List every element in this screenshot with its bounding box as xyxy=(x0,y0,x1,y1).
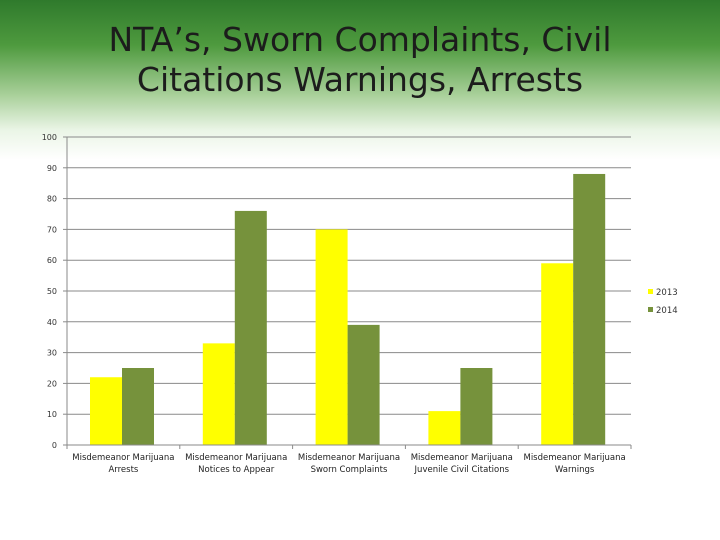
y-tick-label: 30 xyxy=(47,349,57,358)
y-tick-label: 90 xyxy=(47,164,57,173)
bar-2014-4 xyxy=(573,173,606,445)
x-category-label-line: Sworn Complaints xyxy=(311,465,388,475)
x-category-label-line: Notices to Appear xyxy=(198,465,275,475)
x-category-label-line: Misdemeanor Marijuana xyxy=(298,453,400,463)
x-category-label: Misdemeanor Marijuana Warnings xyxy=(523,453,625,475)
bar-2013-1 xyxy=(202,343,235,445)
x-category-label-line: Arrests xyxy=(108,465,138,475)
y-axis: 0 10 20 30 40 50 60 70 80 90 100 xyxy=(42,133,68,450)
legend-label-2014: 2014 xyxy=(656,306,678,316)
legend-swatch-2013 xyxy=(648,289,653,294)
y-tick-label: 70 xyxy=(47,225,57,234)
y-tick-label: 80 xyxy=(47,195,57,204)
legend-label-2013: 2013 xyxy=(656,288,678,298)
x-axis: Misdemeanor Marijuana ArrestsMisdemeanor … xyxy=(66,444,632,475)
bar-2013-3 xyxy=(428,411,461,445)
x-category-label-line: Juvenile Civil Citations xyxy=(414,465,510,475)
bar-2014-0 xyxy=(122,368,154,445)
y-tick-label: 50 xyxy=(47,287,57,296)
x-category-label-line: Warnings xyxy=(555,465,595,475)
x-category-label: Misdemeanor Marijuana Juvenile Civil Cita… xyxy=(411,453,513,475)
y-tick-label: 60 xyxy=(47,256,57,265)
y-tick-label: 20 xyxy=(47,379,57,388)
x-category-label-line: Misdemeanor Marijuana xyxy=(411,453,513,463)
x-category-label-line: Misdemeanor Marijuana xyxy=(523,453,625,463)
bar-2013-4 xyxy=(541,263,574,445)
y-tick-label: 0 xyxy=(52,441,57,450)
x-category-label: Misdemeanor Marijuana Sworn Complaints xyxy=(298,453,400,475)
x-category-label-line: Misdemeanor Marijuana xyxy=(185,453,287,463)
chart-title: NTA’s, Sworn Complaints, Civil Citations… xyxy=(60,20,660,100)
x-category-label: Misdemeanor Marijuana Arrests xyxy=(72,453,174,475)
chart-title-line-2: Citations Warnings, Arrests xyxy=(136,60,584,99)
bars xyxy=(90,173,606,445)
bar-2014-1 xyxy=(234,210,267,445)
legend-swatch-2014 xyxy=(648,307,653,312)
legend: 2013 2014 xyxy=(648,288,678,316)
bar-2013-0 xyxy=(90,377,122,445)
x-category-label: Misdemeanor Marijuana Notices to Appear xyxy=(185,453,287,475)
y-tick-label: 100 xyxy=(42,133,57,142)
chart-title-line-1: NTA’s, Sworn Complaints, Civil xyxy=(108,20,612,59)
bar-2014-3 xyxy=(460,368,493,445)
y-tick-label: 40 xyxy=(47,318,57,327)
x-category-label-line: Misdemeanor Marijuana xyxy=(72,453,174,463)
bar-2014-2 xyxy=(347,324,380,445)
bar-2013-2 xyxy=(315,229,348,445)
y-tick-label: 10 xyxy=(47,410,57,419)
